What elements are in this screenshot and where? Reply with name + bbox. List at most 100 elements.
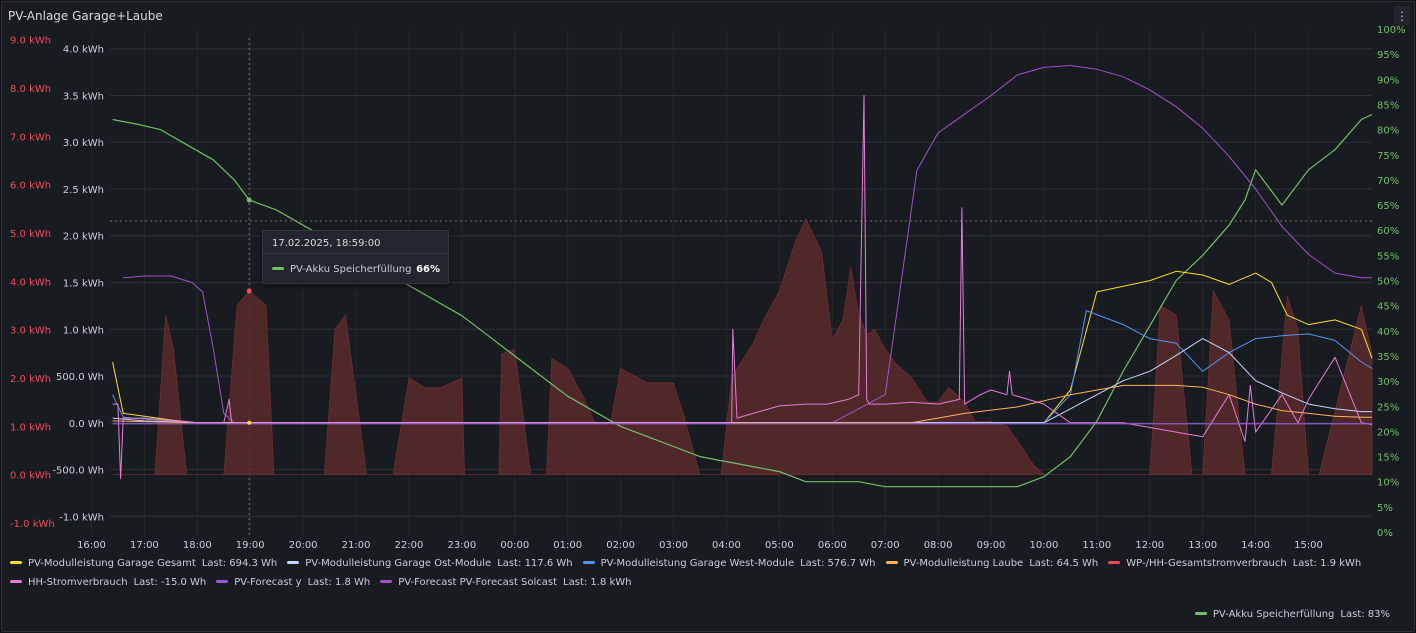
- y-right-tick-label: 85%: [1377, 100, 1399, 111]
- y-outer-tick-label: -1.0 kWh: [10, 519, 55, 530]
- legend-item[interactable]: PV-Akku Speicherfüllung Last: 83%: [1194, 609, 1390, 620]
- legend-swatch: [380, 579, 393, 583]
- legend-swatch: [885, 560, 898, 564]
- legend-swatch: [10, 560, 22, 564]
- x-tick-label: 14:00: [1241, 540, 1270, 551]
- axis-labels: 4.0 kWh 3.5 kWh 3.0 kWh 2.5 kWh 2.0 kWh 1.5 k…: [10, 25, 1406, 551]
- y-right-tick-label: 100%: [1377, 25, 1406, 36]
- legend-item-last: Last: 64.5 Wh: [1029, 558, 1099, 569]
- y-outer-tick-label: 1.0 kWh: [10, 422, 51, 433]
- y-right-tick-label: 5%: [1377, 503, 1393, 514]
- y-right-tick-label: 55%: [1377, 251, 1399, 262]
- y-tick-label: 3.0 kWh: [63, 138, 104, 149]
- x-tick-label: 19:00: [236, 540, 265, 551]
- legend-item-last: Last: 1.8 Wh: [307, 577, 371, 588]
- y-right-tick-label: 75%: [1377, 151, 1399, 162]
- y-tick-label: 2.0 kWh: [63, 232, 104, 243]
- y-tick-label: 4.0 kWh: [63, 45, 104, 56]
- legend-right: PV-Akku Speicherfüllung Last: 83%: [1194, 609, 1400, 620]
- y-right-tick-label: 65%: [1377, 201, 1399, 212]
- y-tick-label: -1.0 kWh: [59, 512, 104, 523]
- x-tick-label: 06:00: [818, 540, 847, 551]
- y-right-tick-label: 40%: [1377, 327, 1399, 338]
- legend-item[interactable]: PV-Modulleistung Garage Gesamt Last: 694.…: [10, 558, 277, 569]
- legend-item[interactable]: PV-Modulleistung Garage West-Module Last:…: [582, 558, 876, 569]
- legend-item-name: PV-Modulleistung Laube: [903, 558, 1024, 569]
- x-tick-label: 22:00: [395, 540, 424, 551]
- y-tick-label: 0.0 Wh: [69, 419, 104, 430]
- x-tick-label: 00:00: [500, 540, 529, 551]
- legend-item-name: PV-Forecast PV-Forecast Solcast: [398, 577, 558, 588]
- vertical-dots-icon[interactable]: ⋮: [1394, 6, 1410, 26]
- legend: PV-Modulleistung Garage Gesamt Last: 694.…: [10, 558, 1371, 569]
- marker-wp: [246, 288, 252, 294]
- y-right-tick-label: 30%: [1377, 377, 1399, 388]
- x-tick-label: 21:00: [342, 540, 371, 551]
- x-tick-label: 16:00: [77, 540, 106, 551]
- tooltip-series: PV-Akku Speicherfüllung: [272, 264, 411, 275]
- legend-item-name: PV-Akku Speicherfüllung: [1212, 609, 1335, 620]
- legend-item[interactable]: PV-Modulleistung Garage Ost-Module Last: …: [287, 558, 573, 569]
- tooltip-value: 66%: [416, 264, 440, 275]
- y-right-tick-label: 20%: [1377, 427, 1399, 438]
- y-outer-tick-label: 3.0 kWh: [10, 326, 51, 337]
- legend-item[interactable]: PV-Forecast PV-Forecast Solcast Last: 1.8…: [380, 577, 632, 588]
- tooltip: 17.02.2025, 18:59:00 PV-Akku Speicherfül…: [262, 230, 449, 284]
- legend-row-2: HH-Stromverbrauch Last: -15.0 Wh PV-Foreca…: [10, 577, 642, 588]
- legend-item-last: Last: 576.7 Wh: [800, 558, 876, 569]
- legend-item-name: PV-Modulleistung Garage West-Module: [600, 558, 795, 569]
- y-right-tick-label: 95%: [1377, 50, 1399, 61]
- tooltip-swatch: [272, 266, 284, 270]
- x-tick-label: 10:00: [1030, 540, 1059, 551]
- y-outer-tick-label: 0.0 kWh: [10, 471, 51, 482]
- y-tick-label: 3.5 kWh: [63, 91, 104, 102]
- legend-item-last: Last: 694.3 Wh: [201, 558, 278, 569]
- series-fills: [112, 217, 1373, 475]
- y-right-tick-label: 15%: [1377, 453, 1399, 464]
- series-line: [112, 384, 1372, 424]
- legend-item-name: PV-Forecast y: [234, 577, 302, 588]
- y-right-tick-label: 90%: [1377, 75, 1399, 86]
- y-right-tick-label: 50%: [1377, 277, 1399, 288]
- x-tick-label: 05:00: [765, 540, 794, 551]
- y-right-tick-label: 45%: [1377, 302, 1399, 313]
- x-tick-label: 07:00: [871, 540, 900, 551]
- y-outer-tick-label: 7.0 kWh: [10, 132, 51, 143]
- series-line: [123, 65, 1372, 424]
- x-tick-label: 23:00: [447, 540, 476, 551]
- series-area-wp-hh: [112, 217, 1373, 475]
- y-right-tick-label: 0%: [1377, 528, 1393, 539]
- y-right-tick-label: 80%: [1377, 126, 1399, 137]
- legend-swatch: [1108, 560, 1121, 564]
- y-right-tick-label: 35%: [1377, 352, 1399, 363]
- marker-pv: [247, 420, 252, 425]
- y-outer-tick-label: 2.0 kWh: [10, 374, 51, 385]
- legend-item[interactable]: WP-/HH-Gesamtstromverbrauch Last: 1.9 kWh: [1108, 558, 1361, 569]
- y-outer-tick-label: 6.0 kWh: [10, 181, 51, 192]
- legend-item-last: Last: 83%: [1340, 609, 1390, 620]
- x-tick-label: 08:00: [924, 540, 953, 551]
- y-outer-tick-label: 8.0 kWh: [10, 84, 51, 95]
- x-tick-label: 03:00: [659, 540, 688, 551]
- legend-item-last: Last: -15.0 Wh: [133, 577, 207, 588]
- legend-item[interactable]: HH-Stromverbrauch Last: -15.0 Wh: [10, 577, 206, 588]
- y-tick-label: -500.0 Wh: [52, 466, 104, 477]
- markers: [246, 197, 252, 425]
- x-tick-label: 18:00: [183, 540, 212, 551]
- legend-swatch: [287, 560, 300, 564]
- y-tick-label: 1.0 kWh: [63, 325, 104, 336]
- series-line: [112, 95, 1373, 480]
- legend-item[interactable]: PV-Forecast y Last: 1.8 Wh: [216, 577, 370, 588]
- legend-swatch: [10, 579, 22, 583]
- legend-item-last: Last: 1.8 kWh: [563, 577, 632, 588]
- marker-akku: [246, 197, 252, 203]
- legend-item-name: WP-/HH-Gesamtstromverbrauch: [1126, 558, 1287, 569]
- legend-item[interactable]: PV-Modulleistung Laube Last: 64.5 Wh: [885, 558, 1099, 569]
- y-right-tick-label: 10%: [1377, 478, 1399, 489]
- x-tick-label: 20:00: [289, 540, 318, 551]
- y-outer-tick-label: 5.0 kWh: [10, 229, 51, 240]
- tooltip-divider: [263, 253, 448, 254]
- y-tick-label: 500.0 Wh: [56, 372, 104, 383]
- legend-item-name: HH-Stromverbrauch: [28, 577, 128, 588]
